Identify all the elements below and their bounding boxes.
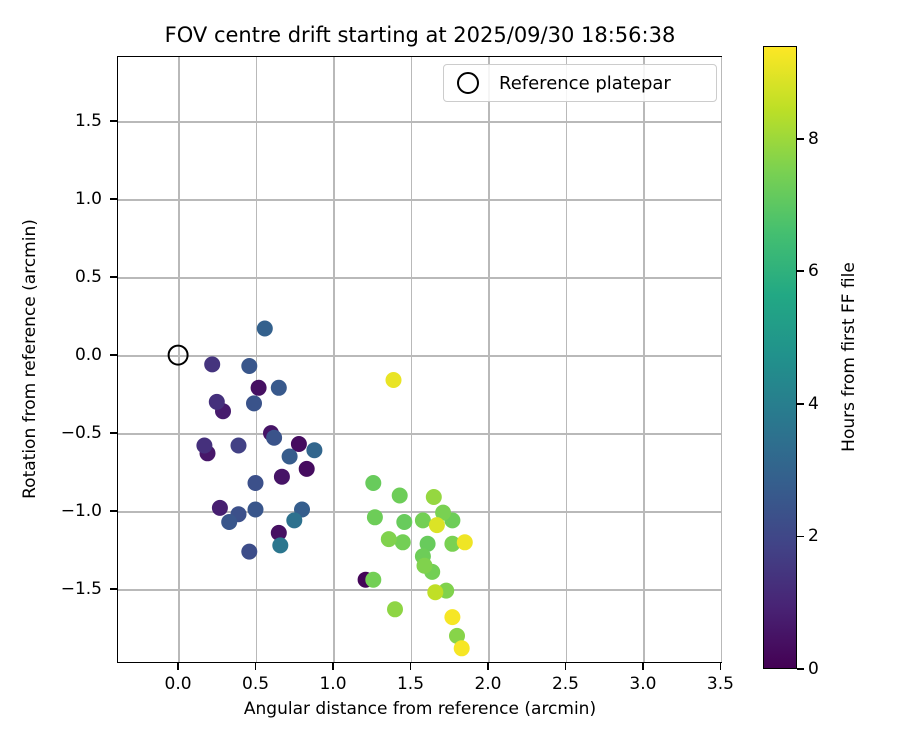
gridline-horizontal — [118, 199, 721, 201]
x-tick-mark — [487, 663, 489, 670]
gridline-horizontal — [118, 511, 721, 513]
y-tick-mark — [110, 120, 117, 122]
gridline-horizontal — [118, 277, 721, 279]
x-tick-label: 3.5 — [706, 674, 734, 694]
y-tick-mark — [110, 510, 117, 512]
gridline-horizontal — [118, 355, 721, 357]
y-tick-label: 0.0 — [74, 345, 102, 366]
y-tick-mark — [110, 354, 117, 356]
y-tick-label: 1.0 — [74, 189, 102, 210]
y-tick-label: −1.5 — [60, 579, 102, 600]
x-tick-mark — [564, 663, 567, 670]
gridline-vertical — [255, 57, 258, 662]
colorbar-tick-mark — [797, 270, 804, 273]
gridline-vertical — [410, 57, 413, 662]
y-tick-label: 0.5 — [74, 267, 102, 288]
colorbar-tick-label: 4 — [808, 393, 819, 414]
gridline-vertical — [565, 57, 568, 662]
colorbar-label: Hours from first FF file — [839, 262, 859, 452]
gridline-horizontal — [118, 433, 721, 435]
x-tick-mark — [409, 663, 412, 670]
x-tick-mark — [642, 663, 644, 670]
x-tick-label: 0.0 — [164, 674, 192, 694]
colorbar-tick-mark — [797, 402, 804, 405]
gridline-horizontal — [118, 121, 721, 123]
x-tick-label: 1.0 — [319, 674, 347, 694]
reference-marker-icon — [457, 72, 479, 94]
colorbar-tick-mark — [797, 668, 804, 670]
colorbar-tick-label: 6 — [808, 261, 819, 282]
y-tick-mark — [110, 198, 117, 200]
gridline-vertical — [643, 57, 645, 662]
y-tick-label: −0.5 — [60, 423, 102, 444]
chart-title: FOV centre drift starting at 2025/09/30 … — [164, 23, 676, 47]
x-tick-mark — [254, 663, 257, 670]
legend-label: Reference platepar — [499, 72, 671, 94]
gridline-vertical — [178, 57, 180, 662]
gridline-horizontal — [118, 589, 721, 591]
y-tick-mark — [110, 432, 117, 434]
y-tick-label: 1.5 — [74, 111, 102, 132]
y-tick-mark — [110, 588, 117, 590]
colorbar-tick-mark — [797, 137, 804, 140]
gridline-vertical — [333, 57, 335, 662]
colorbar-tick-label: 2 — [808, 526, 819, 547]
colorbar — [763, 46, 797, 669]
legend: Reference platepar — [443, 64, 717, 102]
x-tick-mark — [332, 663, 334, 670]
x-tick-label: 2.5 — [551, 674, 579, 694]
x-axis-label: Angular distance from reference (arcmin) — [243, 699, 597, 719]
colorbar-tick-label: 8 — [808, 128, 819, 149]
x-tick-label: 3.0 — [629, 674, 657, 694]
gridline-vertical — [488, 57, 490, 662]
y-tick-label: −1.0 — [60, 501, 102, 522]
x-tick-label: 2.0 — [474, 674, 502, 694]
plot-area — [117, 56, 723, 663]
colorbar-tick-mark — [797, 535, 804, 538]
gridline-vertical — [720, 57, 723, 662]
x-tick-mark — [177, 663, 179, 670]
x-tick-mark — [719, 663, 722, 670]
x-tick-label: 1.5 — [396, 674, 425, 694]
y-axis-label: Rotation from reference (arcmin) — [20, 219, 40, 499]
colorbar-tick-label: 0 — [808, 659, 819, 679]
y-tick-mark — [110, 276, 117, 278]
x-tick-label: 0.5 — [242, 674, 270, 694]
